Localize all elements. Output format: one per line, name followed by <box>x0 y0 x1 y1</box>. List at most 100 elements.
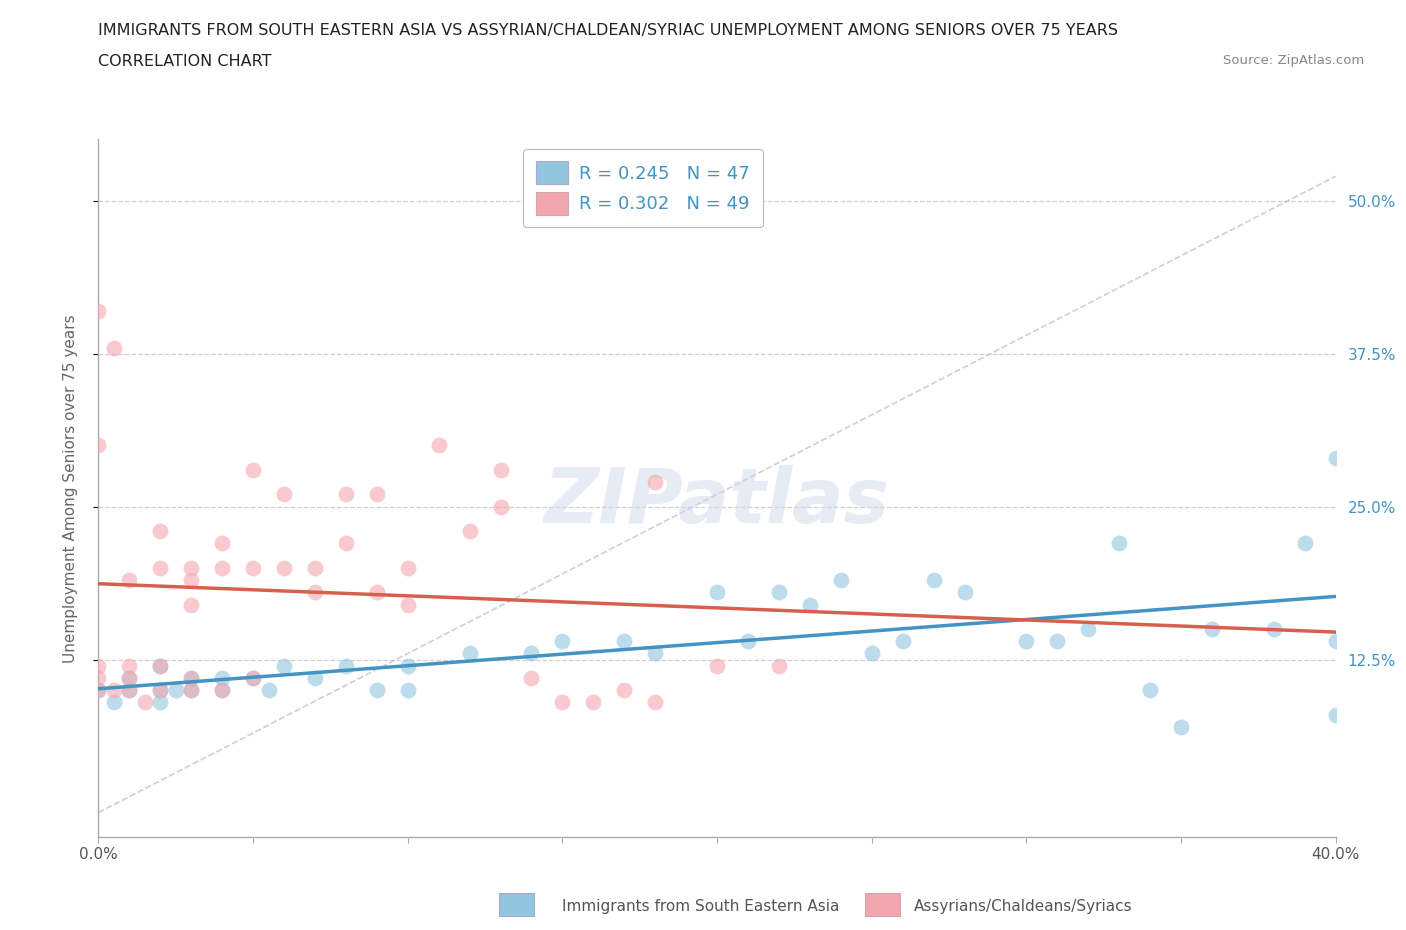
Point <box>1170 720 1192 735</box>
Point <box>366 585 388 600</box>
Point <box>211 536 233 551</box>
Text: Source: ZipAtlas.com: Source: ZipAtlas.com <box>1223 54 1364 67</box>
Point <box>87 683 110 698</box>
Point <box>180 683 202 698</box>
Point <box>211 671 233 685</box>
Point <box>87 683 110 698</box>
Point <box>768 585 790 600</box>
Point <box>366 487 388 502</box>
Point <box>118 671 141 685</box>
Point <box>304 671 326 685</box>
Point <box>520 646 543 661</box>
Point <box>706 658 728 673</box>
Point <box>1077 621 1099 636</box>
Point <box>582 695 605 710</box>
Point <box>149 658 172 673</box>
Point <box>149 524 172 538</box>
Point <box>1294 536 1316 551</box>
Point <box>768 658 790 673</box>
Point <box>149 658 172 673</box>
Point <box>165 683 187 698</box>
Point <box>87 658 110 673</box>
Point <box>1263 621 1285 636</box>
Point <box>103 340 125 355</box>
Point <box>737 633 759 648</box>
Point <box>149 561 172 576</box>
Point <box>304 585 326 600</box>
Point <box>860 646 883 661</box>
Point <box>149 695 172 710</box>
Point <box>613 633 636 648</box>
Point <box>489 499 512 514</box>
Point <box>118 658 141 673</box>
Point <box>273 658 295 673</box>
Point <box>427 438 450 453</box>
Point <box>1108 536 1130 551</box>
Point <box>211 683 233 698</box>
Point <box>520 671 543 685</box>
Point <box>458 524 481 538</box>
Text: ZIPatlas: ZIPatlas <box>544 465 890 539</box>
Point <box>1324 707 1347 722</box>
Point <box>335 536 357 551</box>
Point <box>922 573 945 588</box>
Point <box>1139 683 1161 698</box>
Point <box>799 597 821 612</box>
Point <box>953 585 976 600</box>
Point <box>118 573 141 588</box>
Point <box>830 573 852 588</box>
Point <box>706 585 728 600</box>
Point <box>180 683 202 698</box>
Point <box>1015 633 1038 648</box>
Text: Assyrians/Chaldeans/Syriacs: Assyrians/Chaldeans/Syriacs <box>914 899 1132 914</box>
Point <box>644 695 666 710</box>
Point <box>211 561 233 576</box>
Point <box>180 561 202 576</box>
Point <box>1324 450 1347 465</box>
Y-axis label: Unemployment Among Seniors over 75 years: Unemployment Among Seniors over 75 years <box>63 314 77 662</box>
Point <box>396 597 419 612</box>
Point <box>180 671 202 685</box>
Point <box>644 646 666 661</box>
Point <box>551 695 574 710</box>
Point <box>1046 633 1069 648</box>
Point <box>396 561 419 576</box>
Point <box>180 573 202 588</box>
Point <box>613 683 636 698</box>
Text: CORRELATION CHART: CORRELATION CHART <box>98 54 271 69</box>
Point <box>335 487 357 502</box>
Point <box>87 671 110 685</box>
Point <box>891 633 914 648</box>
Point <box>180 671 202 685</box>
Point <box>366 683 388 698</box>
Point <box>644 474 666 489</box>
Point <box>1324 633 1347 648</box>
Legend: R = 0.245   N = 47, R = 0.302   N = 49: R = 0.245 N = 47, R = 0.302 N = 49 <box>523 149 762 228</box>
Point <box>87 438 110 453</box>
Point <box>118 671 141 685</box>
Point <box>242 561 264 576</box>
Point <box>1355 536 1378 551</box>
Point <box>304 561 326 576</box>
Text: IMMIGRANTS FROM SOUTH EASTERN ASIA VS ASSYRIAN/CHALDEAN/SYRIAC UNEMPLOYMENT AMON: IMMIGRANTS FROM SOUTH EASTERN ASIA VS AS… <box>98 23 1118 38</box>
Point <box>273 561 295 576</box>
Point <box>551 633 574 648</box>
Point <box>180 597 202 612</box>
Text: Immigrants from South Eastern Asia: Immigrants from South Eastern Asia <box>562 899 839 914</box>
Point <box>1201 621 1223 636</box>
Point <box>118 683 141 698</box>
Point <box>134 695 156 710</box>
Point <box>242 462 264 477</box>
Point <box>211 683 233 698</box>
Point <box>149 683 172 698</box>
Point <box>103 683 125 698</box>
Point <box>335 658 357 673</box>
Point <box>458 646 481 661</box>
Point <box>257 683 280 698</box>
Point <box>242 671 264 685</box>
Point <box>396 658 419 673</box>
Point <box>242 671 264 685</box>
Point <box>118 683 141 698</box>
Point <box>103 695 125 710</box>
Point <box>489 462 512 477</box>
